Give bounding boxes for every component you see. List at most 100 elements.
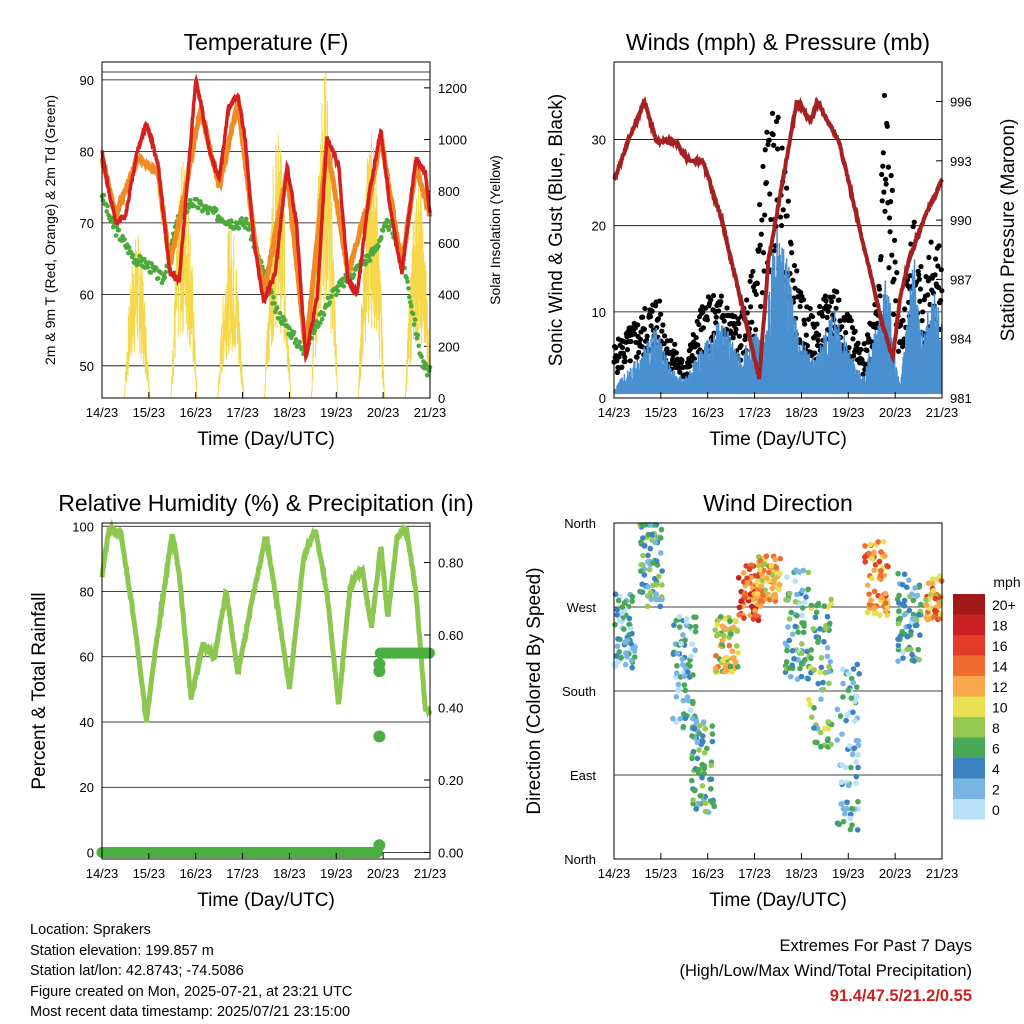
direction-point — [786, 590, 793, 597]
plot-frame — [613, 522, 943, 860]
direction-point — [900, 649, 906, 655]
series-gust-point — [795, 294, 801, 300]
y2-tick-label: 984 — [950, 332, 972, 347]
direction-point — [824, 613, 831, 620]
direction-point — [823, 625, 829, 632]
series-gust-point — [619, 364, 625, 370]
direction-point — [735, 574, 742, 581]
series-dewpoint-point — [194, 196, 199, 202]
colorbar-unit: mph — [993, 574, 1020, 590]
direction-point — [701, 749, 708, 756]
direction-point — [675, 687, 681, 694]
direction-point — [805, 696, 812, 703]
series-station-pressure — [612, 95, 944, 380]
colorbar-swatch — [953, 758, 985, 779]
extremes-values: 91.4/47.5/21.2/0.55 — [829, 987, 972, 1005]
direction-point — [738, 598, 744, 605]
direction-point — [689, 715, 696, 722]
series-dewpoint-point — [214, 207, 219, 212]
direction-point — [798, 641, 805, 647]
direction-point — [855, 798, 861, 805]
series-dewpoint-point — [386, 227, 392, 233]
direction-point — [614, 606, 620, 613]
series-dewpoint-point — [196, 205, 201, 211]
direction-point — [826, 680, 832, 687]
direction-point — [836, 821, 843, 828]
direction-point — [915, 611, 922, 618]
y2-tick-label: 0.40 — [438, 700, 463, 715]
chart-title: Wind Direction — [703, 490, 853, 516]
series-gust-point — [888, 198, 894, 205]
direction-point — [915, 646, 922, 653]
direction-point — [694, 755, 701, 762]
series-gust-point — [762, 212, 768, 218]
direction-point — [629, 664, 636, 671]
direction-point — [895, 642, 902, 649]
direction-point — [932, 595, 939, 602]
x-tick-label: 18/23 — [273, 866, 306, 881]
direction-point — [687, 663, 693, 669]
series-gust-point — [843, 330, 849, 336]
direction-point — [637, 568, 644, 574]
direction-point — [723, 626, 730, 633]
direction-point — [752, 607, 758, 614]
series-dewpoint-point — [424, 372, 430, 378]
direction-point — [869, 555, 875, 562]
series-gust-point — [826, 304, 832, 310]
direction-point — [764, 575, 770, 581]
series-gust-point — [807, 305, 813, 312]
x-tick-label: 18/23 — [785, 405, 818, 420]
series-gust-point — [656, 298, 663, 304]
series-dewpoint-point — [312, 328, 318, 333]
direction-point — [757, 566, 763, 573]
direction-point — [763, 553, 770, 559]
series-gust-point — [724, 305, 730, 311]
x-tick-label: 14/23 — [598, 866, 631, 881]
series-dewpoint-point — [186, 205, 192, 210]
series-gust-point — [640, 314, 646, 320]
direction-point — [805, 569, 812, 576]
direction-point — [929, 576, 936, 582]
direction-point — [690, 698, 696, 705]
direction-point — [657, 603, 663, 610]
series-dewpoint-point — [367, 258, 373, 263]
direction-point — [772, 594, 779, 600]
series-dewpoint-point — [351, 272, 357, 277]
direction-point — [801, 657, 808, 663]
direction-point — [772, 556, 779, 563]
y2-tick-label: 981 — [950, 391, 972, 406]
direction-point — [786, 665, 792, 671]
colorbar-label: 18 — [992, 618, 1008, 634]
direction-point — [936, 602, 943, 608]
series-gust-point — [614, 369, 620, 375]
direction-point — [692, 623, 699, 630]
direction-point — [810, 626, 817, 632]
series-gust-point — [823, 298, 829, 304]
direction-point — [885, 563, 891, 570]
series-gust-point — [644, 333, 650, 339]
direction-point — [855, 764, 861, 771]
series-gust-point — [677, 369, 683, 375]
direction-point — [782, 640, 789, 647]
direction-point — [699, 761, 706, 768]
extremes-title: Extremes For Past 7 Days — [779, 937, 972, 955]
series-gust-point — [816, 332, 822, 338]
series-gust-point — [800, 297, 807, 303]
series-gust-point — [756, 246, 762, 253]
series-gust-point — [849, 324, 856, 331]
series-gust-point — [836, 297, 842, 303]
plot-frame — [101, 522, 431, 860]
x-tick-label: 20/23 — [879, 405, 912, 420]
series-gust-point — [817, 303, 823, 310]
direction-point — [822, 725, 828, 732]
direction-point — [748, 574, 754, 581]
colorbar-swatch — [953, 717, 985, 738]
x-tick-label: 14/23 — [598, 405, 631, 420]
series-gust-point — [895, 348, 902, 354]
direction-point — [827, 658, 834, 665]
x-tick-label: 21/23 — [414, 866, 447, 881]
direction-point — [871, 588, 878, 595]
y-axis-label: Direction (Colored By Speed) — [524, 567, 545, 814]
series-gust-point — [635, 322, 641, 328]
